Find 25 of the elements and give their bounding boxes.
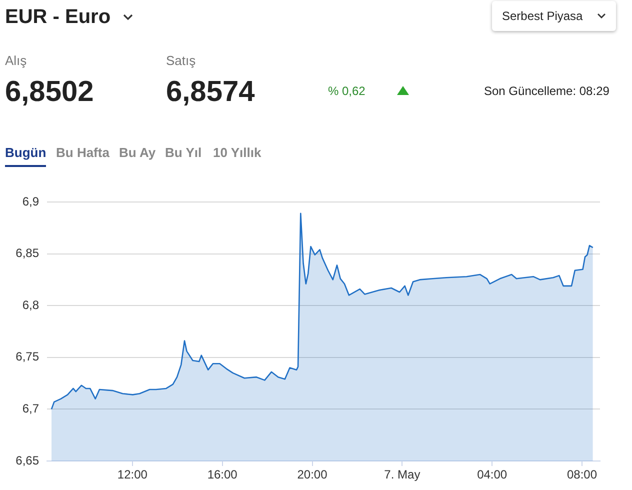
- text: Satış: [166, 53, 196, 68]
- x-tick-label: 08:00: [567, 468, 598, 482]
- text: Bu Ay: [119, 145, 156, 160]
- chart-title: EUR - Euro: [5, 6, 111, 29]
- text: 10 Yıllık: [213, 145, 262, 160]
- text: Bugün: [5, 145, 46, 167]
- text: Bu Hafta: [56, 145, 110, 160]
- y-tick-label: 6,75: [16, 350, 40, 364]
- x-tick-label: 16:00: [207, 468, 238, 482]
- y-tick-label: 6,85: [16, 246, 40, 260]
- text: % 0,62: [328, 84, 366, 98]
- y-tick-label: 6,7: [22, 402, 40, 416]
- y-tick-label: 6,65: [16, 453, 40, 468]
- text: Bu Yıl: [165, 145, 202, 160]
- x-tick-label: 12:00: [117, 468, 148, 482]
- text: Serbest Piyasa: [502, 9, 583, 23]
- text: Alış: [5, 53, 27, 68]
- text: Son Güncelleme: 08:29: [484, 84, 610, 98]
- x-tick-label: 7. May: [384, 468, 420, 482]
- text: 6,8502: [5, 76, 94, 109]
- y-tick-label: 6,9: [22, 194, 40, 208]
- x-tick-label: 04:00: [477, 468, 508, 482]
- x-tick-label: 20:00: [297, 468, 328, 482]
- y-tick-label: 6,8: [22, 298, 40, 312]
- text: 6,8574: [166, 76, 255, 109]
